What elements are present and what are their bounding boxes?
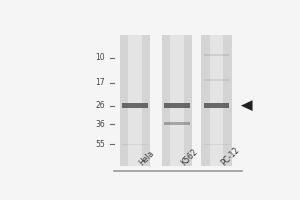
Bar xyxy=(201,35,232,166)
Bar xyxy=(170,35,184,166)
Text: 10: 10 xyxy=(95,53,105,62)
Text: 26: 26 xyxy=(95,101,105,110)
Bar xyxy=(204,79,229,81)
Text: 36: 36 xyxy=(95,120,105,129)
Bar xyxy=(128,35,142,166)
Text: 17: 17 xyxy=(95,78,105,87)
Text: 55: 55 xyxy=(95,140,105,149)
Bar xyxy=(210,35,223,166)
Bar xyxy=(204,103,229,108)
Bar xyxy=(204,54,229,56)
Bar xyxy=(122,144,148,145)
Text: K562: K562 xyxy=(179,147,200,167)
Text: Hela: Hela xyxy=(137,149,156,167)
Text: PC-12: PC-12 xyxy=(219,145,241,167)
Bar xyxy=(122,103,148,108)
Bar xyxy=(120,35,150,166)
Polygon shape xyxy=(241,100,253,111)
Bar xyxy=(164,103,190,108)
Bar xyxy=(164,122,190,125)
Bar xyxy=(204,144,229,145)
Bar xyxy=(162,35,192,166)
